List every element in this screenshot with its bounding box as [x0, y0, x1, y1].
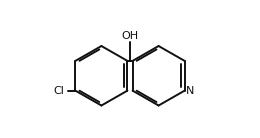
Text: OH: OH — [121, 31, 139, 41]
Text: N: N — [186, 86, 194, 96]
Text: Cl: Cl — [53, 86, 64, 96]
